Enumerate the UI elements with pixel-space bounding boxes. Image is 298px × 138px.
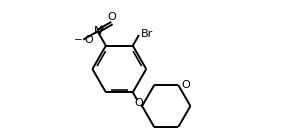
Text: Br: Br (140, 29, 153, 39)
Text: −: − (73, 35, 82, 45)
Text: O: O (108, 12, 116, 22)
Text: N: N (94, 26, 103, 36)
Text: O: O (84, 35, 93, 45)
Text: +: + (97, 24, 104, 33)
Text: O: O (181, 80, 190, 90)
Text: O: O (135, 98, 143, 108)
